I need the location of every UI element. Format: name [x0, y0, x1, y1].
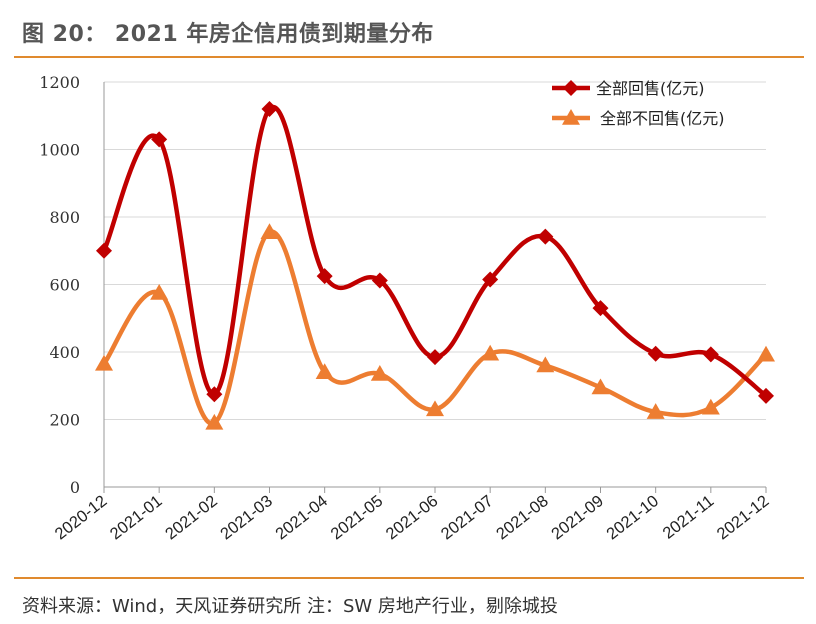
y-tick-label: 1200 [39, 73, 80, 92]
y-tick-label: 600 [49, 276, 80, 295]
data-point [261, 101, 278, 117]
x-tick-label: 2021-12 [714, 492, 773, 543]
data-point [316, 268, 333, 285]
source-note: 资料来源：Wind，天风证券研究所 注：SW 房地产行业，剔除城投 [22, 596, 558, 617]
legend-label: 全部不回售(亿元) [600, 109, 725, 128]
data-point [151, 131, 168, 148]
x-tick-label: 2021-08 [493, 492, 552, 543]
data-point [205, 413, 224, 430]
x-tick-label: 2021-01 [107, 492, 166, 543]
data-point [427, 349, 443, 366]
x-tick-label: 2021-02 [162, 492, 221, 543]
x-tick-label: 2021-03 [217, 492, 276, 543]
data-point [592, 300, 609, 317]
x-tick-label: 2021-07 [438, 492, 497, 543]
data-point [315, 363, 334, 379]
x-tick-label: 2021-10 [603, 492, 662, 543]
data-point [758, 387, 774, 404]
x-tick-label: 2021-11 [659, 492, 717, 543]
data-point [757, 345, 775, 362]
data-point [206, 386, 223, 403]
y-tick-label: 400 [49, 343, 80, 362]
data-point [647, 345, 664, 362]
x-tick-label: 2021-06 [383, 492, 442, 543]
data-point [701, 398, 720, 415]
data-point [426, 400, 444, 417]
data-point [536, 356, 555, 373]
data-point [702, 346, 719, 363]
legend-marker [562, 109, 580, 125]
x-tick-label: 2021-04 [272, 492, 331, 543]
x-tick-label: 2021-09 [548, 492, 607, 543]
y-tick-label: 0 [70, 478, 80, 497]
legend-marker [563, 80, 579, 96]
data-point [537, 228, 554, 245]
data-point [96, 242, 112, 259]
data-point [260, 223, 279, 239]
data-point [150, 283, 169, 300]
data-point [646, 403, 665, 419]
data-point [482, 271, 499, 288]
line-chart: 0200400600800100012002020-122021-012021-… [39, 73, 775, 543]
data-point [591, 378, 610, 395]
figure-title: 图 20： 2021 年房企信用债到期量分布 [22, 22, 434, 47]
footer-divider [14, 577, 804, 579]
data-point [95, 354, 113, 371]
data-point [371, 272, 388, 289]
y-tick-label: 200 [49, 411, 80, 430]
title-divider [14, 56, 804, 58]
data-point [481, 344, 500, 361]
x-tick-label: 2020-12 [52, 492, 111, 543]
x-tick-label: 2021-05 [327, 492, 386, 543]
legend-label: 全部回售(亿元) [596, 79, 705, 98]
y-tick-label: 1000 [39, 141, 80, 160]
y-tick-label: 800 [49, 208, 80, 227]
data-point [370, 364, 389, 381]
series-line [101, 229, 769, 426]
